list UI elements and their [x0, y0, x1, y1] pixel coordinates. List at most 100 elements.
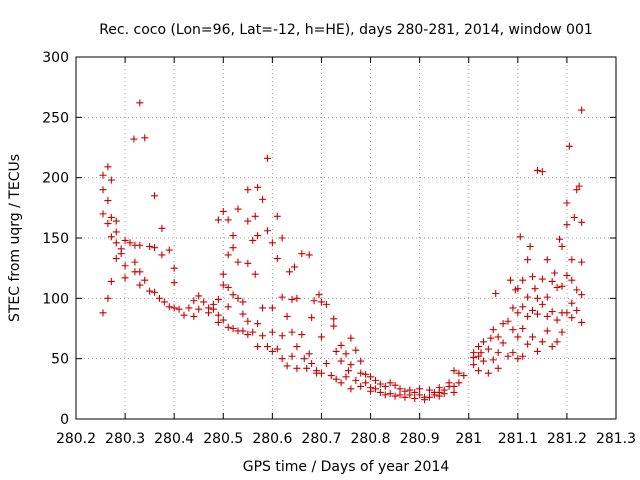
data-point [286, 268, 294, 276]
data-point [239, 310, 247, 318]
data-point [347, 385, 355, 393]
data-point [219, 207, 227, 215]
x-tick-label: 280.9 [400, 431, 440, 447]
data-point [494, 349, 502, 357]
data-point [332, 347, 340, 355]
data-point [460, 372, 468, 380]
data-point [214, 296, 222, 304]
data-point [524, 256, 532, 264]
chart-title: Rec. coco (Lon=96, Lat=-12, h=HE), days … [99, 22, 593, 38]
data-point [273, 212, 281, 220]
x-axis-label: GPS time / Days of year 2014 [243, 459, 450, 475]
data-point [342, 350, 350, 358]
data-point [558, 282, 566, 290]
data-point [104, 220, 112, 228]
data-point [214, 318, 222, 326]
data-point [288, 296, 296, 304]
x-tick-label: 280.2 [56, 431, 96, 447]
data-point [575, 182, 583, 190]
data-point [160, 298, 168, 306]
data-point [107, 233, 115, 241]
x-tick-label: 281.2 [547, 431, 587, 447]
data-point [450, 367, 458, 375]
data-point [519, 303, 527, 311]
data-point [347, 334, 355, 342]
data-point [524, 312, 532, 320]
data-point [538, 168, 546, 176]
data-point [543, 312, 551, 320]
data-point [386, 379, 394, 387]
data-point [519, 325, 527, 332]
data-point [450, 388, 458, 396]
data-point [112, 217, 120, 225]
data-point [99, 186, 107, 194]
data-point [224, 216, 232, 224]
y-tick-labels: 0 50 100 150 200 250 300 [42, 50, 69, 428]
data-point [551, 269, 559, 277]
x-tick-label: 280.5 [203, 431, 243, 447]
data-point [214, 311, 222, 319]
data-point [263, 227, 271, 235]
data-point [117, 250, 125, 258]
data-point [352, 346, 360, 354]
x-tick-label: 280.4 [154, 431, 194, 447]
data-point [371, 385, 379, 393]
data-point [268, 347, 276, 355]
data-point [477, 349, 485, 357]
data-point [506, 276, 514, 284]
data-point [533, 310, 541, 318]
data-point [317, 333, 325, 341]
data-point [504, 352, 512, 360]
data-point [219, 316, 227, 324]
data-point [563, 221, 571, 229]
data-point [533, 294, 541, 302]
data-point [578, 291, 586, 299]
data-point [362, 370, 370, 378]
data-point [568, 299, 576, 307]
axis-ticks [75, 56, 617, 420]
data-point [107, 213, 115, 221]
data-point [327, 372, 335, 380]
data-point [553, 316, 561, 324]
data-point [455, 379, 463, 387]
y-tick-label: 250 [42, 110, 69, 126]
data-point [165, 303, 173, 311]
x-tick-label: 281.3 [596, 431, 636, 447]
data-point [381, 391, 389, 399]
data-point [322, 300, 330, 308]
data-point [224, 283, 232, 291]
data-point [136, 281, 144, 289]
data-point [278, 234, 286, 242]
data-point [362, 379, 370, 387]
data-point [234, 205, 242, 213]
data-point [170, 304, 178, 312]
data-point [487, 334, 495, 342]
data-point [519, 276, 527, 284]
data-point [543, 327, 551, 335]
data-point [104, 197, 112, 205]
data-point [538, 338, 546, 346]
data-point [526, 242, 534, 250]
data-point [529, 273, 537, 281]
data-point [214, 216, 222, 224]
data-point [219, 270, 227, 278]
data-point [317, 298, 325, 306]
data-point [224, 251, 232, 259]
data-point [254, 183, 262, 191]
data-point [475, 352, 483, 360]
data-point [470, 361, 478, 369]
data-point [543, 293, 551, 301]
data-point [151, 192, 159, 200]
data-point [533, 347, 541, 355]
data-point [136, 99, 144, 107]
data-point [558, 242, 566, 250]
data-point [239, 298, 247, 306]
data-point [558, 328, 566, 336]
data-point [99, 171, 107, 179]
data-point [209, 305, 217, 313]
y-axis-label: STEC from uqrg / TECUs [7, 154, 23, 322]
data-point [401, 393, 409, 401]
data-point [337, 341, 345, 349]
data-point [352, 376, 360, 384]
data-point [416, 391, 424, 399]
